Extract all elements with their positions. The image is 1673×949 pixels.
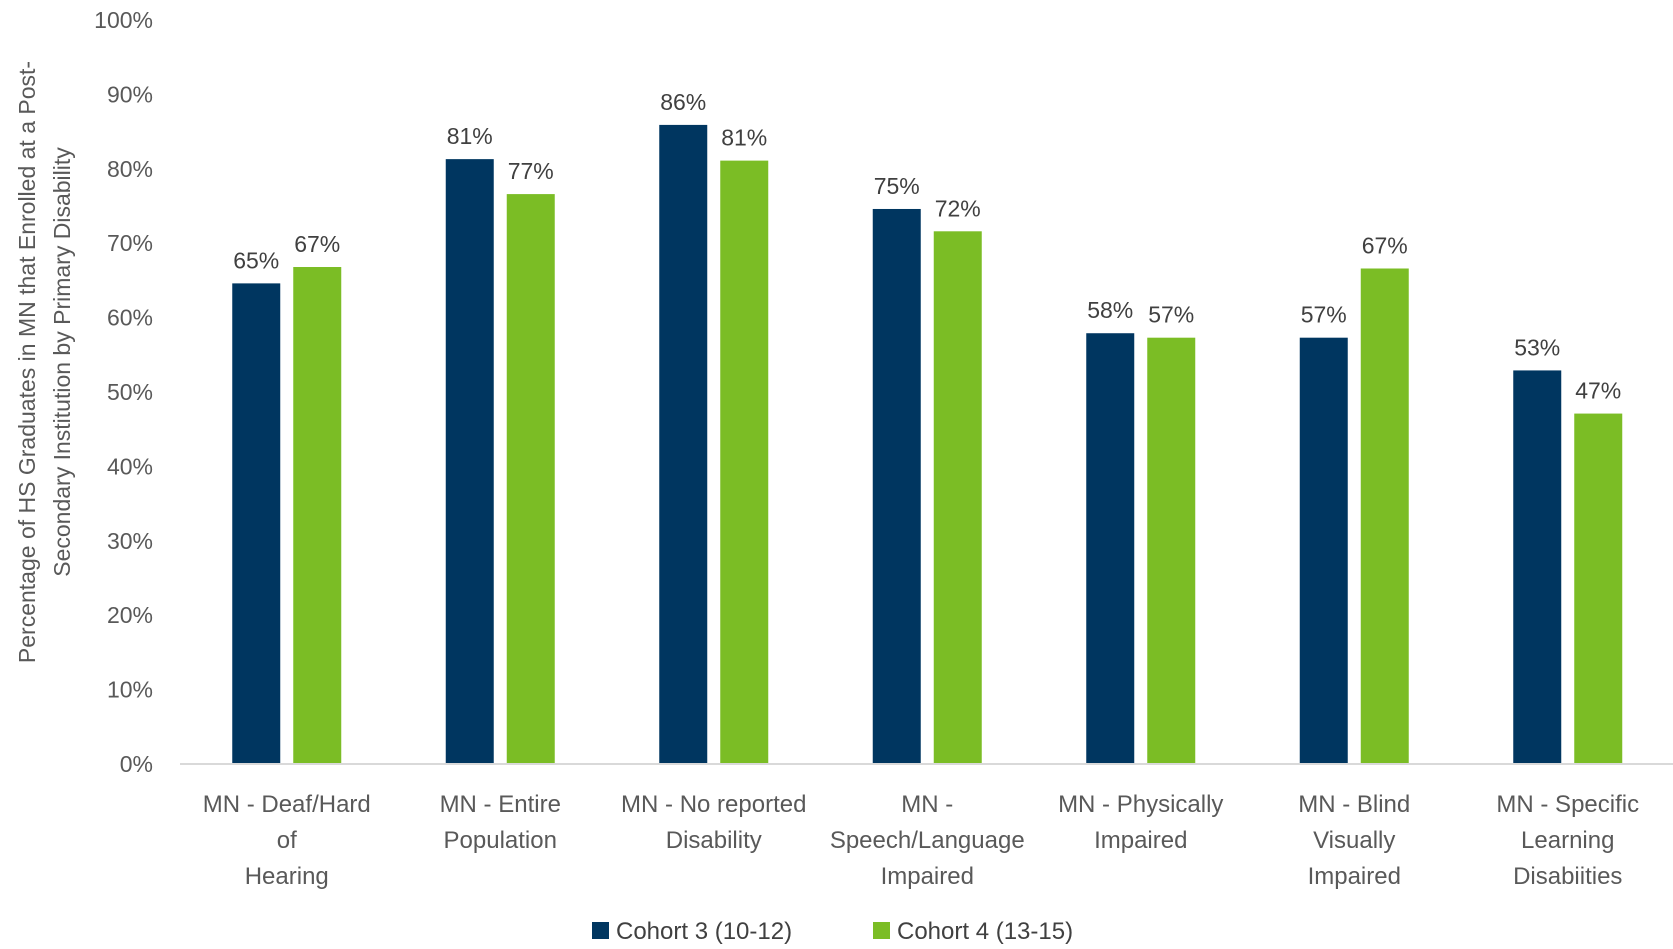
category-label: Disability [666,827,762,854]
data-label: 81% [447,123,493,149]
y-tick-label: 40% [107,453,153,479]
bar [1574,413,1623,764]
y-tick-label: 90% [107,81,153,107]
data-label: 75% [874,173,920,199]
category-label: Speech/Language [830,827,1025,854]
category-label: Visually [1313,827,1395,854]
data-label: 81% [721,125,767,151]
y-tick-label: 30% [107,528,153,554]
legend: Cohort 3 (10-12) Cohort 4 (13-15) [592,918,1073,945]
bar [720,160,769,765]
category-label: MN - [901,791,953,818]
y-tick-label: 100% [94,7,153,33]
bar [445,159,494,765]
category-label: of [277,827,297,854]
bar [872,208,921,764]
category-label: Hearing [245,863,329,890]
y-tick-label: 80% [107,156,153,182]
bar [232,283,281,764]
bar [933,231,982,764]
y-tick-label: 60% [107,305,153,331]
legend-label: Cohort 3 (10-12) [616,918,792,945]
category-label: Population [444,827,557,854]
bar [659,124,708,765]
category-label: MN - No reported [621,791,806,818]
y-axis-title-line: Secondary Institution by Primary Disabil… [49,147,75,577]
y-axis-ticks: 0% 10% 20% 30% 40% 50% 60% 70% 80% 90% 100% [94,7,153,777]
category-label: Learning [1521,827,1614,854]
category-label: Impaired [1308,863,1401,890]
bar [1299,337,1348,764]
legend-swatch [873,922,890,939]
y-tick-label: 10% [107,677,153,703]
y-tick-label: 0% [120,751,153,777]
bar [1360,268,1409,764]
category-label: MN - Specific [1496,791,1639,818]
data-labels: 65% 67% 81% 77% 86% 81% 75% 72% 58% 57% 57% 67% 53% 4… [233,89,1621,404]
legend-swatch [592,922,609,939]
data-label: 57% [1148,302,1194,328]
data-label: 67% [294,231,340,257]
data-label: 57% [1301,302,1347,328]
bar [293,267,342,764]
data-label: 72% [935,195,981,221]
data-label: 86% [660,89,706,115]
bar [1513,370,1562,764]
y-tick-label: 50% [107,379,153,405]
x-axis-category-labels: MN - Deaf/Hard of Hearing MN - Entire Popula… [203,791,1639,890]
y-axis-title-line: Percentage of HS Graduates in MN that En… [14,61,40,663]
category-label: Disabiities [1513,863,1622,890]
legend-label: Cohort 4 (13-15) [897,918,1073,945]
bar [506,194,555,764]
category-label: Impaired [881,863,974,890]
category-label: MN - Deaf/Hard [203,791,371,818]
y-tick-label: 20% [107,602,153,628]
category-label: MN - Entire [440,791,561,818]
category-label: MN - Physically [1058,791,1223,818]
data-label: 65% [233,247,279,273]
category-label: Impaired [1094,827,1187,854]
data-label: 77% [508,158,554,184]
category-label: MN - Blind [1298,791,1410,818]
bar [1147,337,1196,764]
data-label: 67% [1362,232,1408,258]
y-tick-label: 70% [107,230,153,256]
bars [232,124,1623,765]
bar [1086,333,1135,764]
y-axis-title: Percentage of HS Graduates in MN that En… [14,61,75,663]
data-label: 47% [1575,378,1621,404]
data-label: 53% [1514,334,1560,360]
data-label: 58% [1087,297,1133,323]
